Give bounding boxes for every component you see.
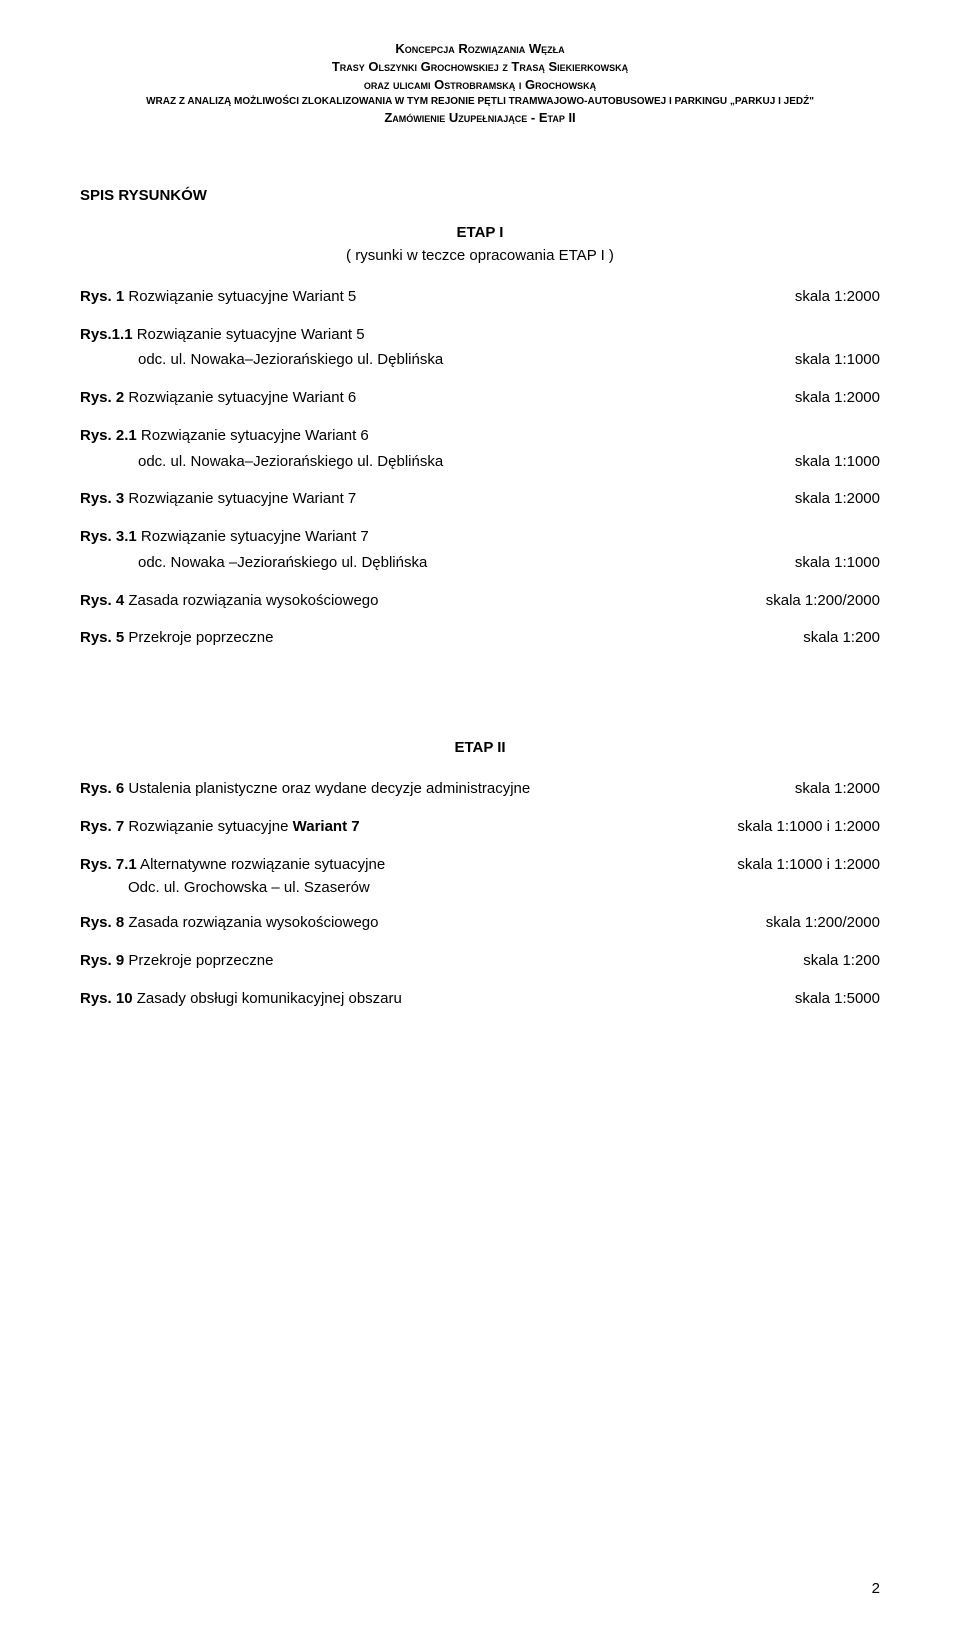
etap1-label: ETAP I xyxy=(80,224,880,241)
list-item-right: skala 1:200/2000 xyxy=(726,912,880,934)
list-item-right: skala 1:2000 xyxy=(755,387,880,409)
list-item-left: Rys. 7.1 Alternatywne rozwiązanie sytuac… xyxy=(80,854,385,876)
list-item-right: skala 1:200/2000 xyxy=(726,590,880,612)
rys-subtext: odc. Nowaka –Jeziorańskiego ul. Dęblińsk… xyxy=(80,552,427,574)
list-item-right: skala 1:1000 xyxy=(755,552,880,574)
list-item-sub: odc. Nowaka –Jeziorańskiego ul. Dęblińsk… xyxy=(80,552,880,574)
rys-text: Rozwiązanie sytuacyjne Wariant 7 xyxy=(124,490,356,507)
page: Koncepcja Rozwiązania Węzła Trasy Olszyn… xyxy=(0,0,960,1627)
list-item: Rys. 10 Zasady obsługi komunikacyjnej ob… xyxy=(80,988,880,1010)
rys-prefix: Rys. 10 xyxy=(80,990,133,1007)
list-item-left: Rys. 8 Zasada rozwiązania wysokościowego xyxy=(80,912,379,934)
list-item: Rys. 7 Rozwiązanie sytuacyjne Wariant 7 … xyxy=(80,816,880,838)
list-item: Rys. 2.1 Rozwiązanie sytuacyjne Wariant … xyxy=(80,425,880,447)
list-item: Rys.1.1 Rozwiązanie sytuacyjne Wariant 5 xyxy=(80,324,880,346)
list-item-left: Rys. 3.1 Rozwiązanie sytuacyjne Wariant … xyxy=(80,526,369,548)
list-item-left: Rys. 4 Zasada rozwiązania wysokościowego xyxy=(80,590,379,612)
rys-text: Alternatywne rozwiązanie sytuacyjne xyxy=(137,856,385,873)
rys-text: Zasada rozwiązania wysokościowego xyxy=(124,914,378,931)
rys-text: Zasada rozwiązania wysokościowego xyxy=(124,592,378,609)
list-item: Rys. 9 Przekroje poprzeczne skala 1:200 xyxy=(80,950,880,972)
list-item-left: Rys. 9 Przekroje poprzeczne xyxy=(80,950,273,972)
list-item: Rys. 5 Przekroje poprzeczne skala 1:200 xyxy=(80,627,880,649)
rys-text: Rozwiązanie sytuacyjne Wariant 6 xyxy=(124,389,356,406)
rys-prefix: Rys. 2 xyxy=(80,389,124,406)
rys-subtext: odc. ul. Nowaka–Jeziorańskiego ul. Dębli… xyxy=(80,349,443,371)
list-item: Rys. 7.1 Alternatywne rozwiązanie sytuac… xyxy=(80,854,880,876)
list-item-left: Rys. 2.1 Rozwiązanie sytuacyjne Wariant … xyxy=(80,425,369,447)
header-line-3: WRAZ Z ANALIZĄ MOŻLIWOŚCI ZLOKALIZOWANIA… xyxy=(80,95,880,109)
rys-text: Rozwiązanie sytuacyjne Wariant 5 xyxy=(133,326,365,343)
section-title: SPIS RYSUNKÓW xyxy=(80,187,880,204)
header-line-2: Trasy Olszynki Grochowskiej z Trasą Siek… xyxy=(80,58,880,76)
list-item-right xyxy=(840,324,880,346)
rys-prefix: Rys. 2.1 xyxy=(80,427,137,444)
list-item-left: Rys. 3 Rozwiązanie sytuacyjne Wariant 7 xyxy=(80,488,356,510)
header-line-2b: oraz ulicami Ostrobramską i Grochowską xyxy=(80,76,880,94)
rys-bold: Wariant 7 xyxy=(293,818,360,835)
rys-prefix: Rys. 7.1 xyxy=(80,856,137,873)
list-item-sub: odc. ul. Nowaka–Jeziorańskiego ul. Dębli… xyxy=(80,451,880,473)
rys-prefix: Rys. 7 xyxy=(80,818,124,835)
odc-indent: Odc. ul. Grochowska – ul. Szaserów xyxy=(128,879,880,896)
list-item-right: skala 1:1000 xyxy=(755,451,880,473)
list-item-right xyxy=(840,526,880,548)
rys-text: Przekroje poprzeczne xyxy=(124,952,273,969)
list-item-right xyxy=(840,425,880,447)
list-item-right: skala 1:2000 xyxy=(755,286,880,308)
etap2-label: ETAP II xyxy=(80,739,880,756)
list-item: Rys. 6 Ustalenia planistyczne oraz wydan… xyxy=(80,778,880,800)
list-item-left: Rys. 6 Ustalenia planistyczne oraz wydan… xyxy=(80,778,530,800)
list-item-right: skala 1:5000 xyxy=(755,988,880,1010)
list-item-left: Rys.1.1 Rozwiązanie sytuacyjne Wariant 5 xyxy=(80,324,365,346)
rys-prefix: Rys. 5 xyxy=(80,629,124,646)
list-item: Rys. 3.1 Rozwiązanie sytuacyjne Wariant … xyxy=(80,526,880,548)
list-item-right: skala 1:2000 xyxy=(755,488,880,510)
rys-prefix: Rys. 6 xyxy=(80,780,124,797)
list-item-left: Rys. 5 Przekroje poprzeczne xyxy=(80,627,273,649)
list-item-left: Rys. 1 Rozwiązanie sytuacyjne Wariant 5 xyxy=(80,286,356,308)
rys-text: Rozwiązanie sytuacyjne Wariant 7 xyxy=(137,528,369,545)
list-item-right: skala 1:1000 xyxy=(755,349,880,371)
page-number: 2 xyxy=(872,1580,880,1597)
rys-prefix: Rys. 8 xyxy=(80,914,124,931)
rys-text: Rozwiązanie sytuacyjne xyxy=(124,818,292,835)
list-item: Rys. 2 Rozwiązanie sytuacyjne Wariant 6 … xyxy=(80,387,880,409)
list-item: Rys. 3 Rozwiązanie sytuacyjne Wariant 7 … xyxy=(80,488,880,510)
rys-text: Rozwiązanie sytuacyjne Wariant 6 xyxy=(137,427,369,444)
list-item-sub: odc. ul. Nowaka–Jeziorańskiego ul. Dębli… xyxy=(80,349,880,371)
list-item-right: skala 1:1000 i 1:2000 xyxy=(697,816,880,838)
list-item-right: skala 1:200 xyxy=(763,627,880,649)
rys-prefix: Rys. 3 xyxy=(80,490,124,507)
list-item: Rys. 4 Zasada rozwiązania wysokościowego… xyxy=(80,590,880,612)
rys-text: Zasady obsługi komunikacyjnej obszaru xyxy=(133,990,402,1007)
rys-text: Rozwiązanie sytuacyjne Wariant 5 xyxy=(124,288,356,305)
rys-prefix: Rys. 4 xyxy=(80,592,124,609)
list-item-right: skala 1:1000 i 1:2000 xyxy=(697,854,880,876)
rys-subtext: odc. ul. Nowaka–Jeziorańskiego ul. Dębli… xyxy=(80,451,443,473)
list-item-left: Rys. 10 Zasady obsługi komunikacyjnej ob… xyxy=(80,988,402,1010)
list-item-left: Rys. 7 Rozwiązanie sytuacyjne Wariant 7 xyxy=(80,816,360,838)
header-line-1: Koncepcja Rozwiązania Węzła xyxy=(80,40,880,58)
list-item: Rys. 1 Rozwiązanie sytuacyjne Wariant 5 … xyxy=(80,286,880,308)
list-item-right: skala 1:200 xyxy=(763,950,880,972)
rys-text: Przekroje poprzeczne xyxy=(124,629,273,646)
rys-prefix: Rys. 1 xyxy=(80,288,124,305)
rys-prefix: Rys. 9 xyxy=(80,952,124,969)
list-item: Rys. 8 Zasada rozwiązania wysokościowego… xyxy=(80,912,880,934)
list-item-right: skala 1:2000 xyxy=(755,778,880,800)
list-item-left: Rys. 2 Rozwiązanie sytuacyjne Wariant 6 xyxy=(80,387,356,409)
rys-prefix: Rys. 3.1 xyxy=(80,528,137,545)
document-header: Koncepcja Rozwiązania Węzła Trasy Olszyn… xyxy=(80,40,880,127)
rys-text: Ustalenia planistyczne oraz wydane decyz… xyxy=(124,780,530,797)
etap1-subtitle: ( rysunki w teczce opracowania ETAP I ) xyxy=(80,247,880,264)
rys-prefix: Rys.1.1 xyxy=(80,326,133,343)
header-line-4: Zamówienie Uzupełniające - Etap II xyxy=(80,109,880,127)
